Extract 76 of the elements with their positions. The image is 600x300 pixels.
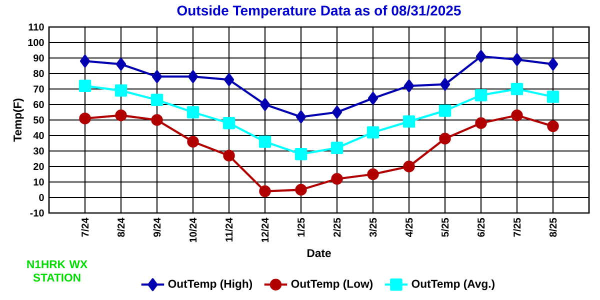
point (294, 148, 308, 160)
point (260, 98, 270, 111)
point (223, 150, 235, 162)
point (116, 58, 126, 71)
point (402, 115, 416, 128)
y-tick-label: 110 (28, 23, 44, 31)
x-tick-label: 12/24 (261, 218, 269, 242)
point (330, 142, 344, 154)
point (332, 106, 342, 119)
point (368, 92, 378, 105)
point (152, 70, 162, 84)
point (296, 110, 306, 124)
legend-label: OutTemp (Low) (291, 279, 373, 290)
y-axis-title: Temp(F) (13, 98, 24, 142)
point (295, 184, 307, 196)
point (150, 94, 164, 106)
point (115, 109, 127, 122)
y-tick-label: 50 (33, 116, 44, 124)
x-tick-label: 8/25 (549, 218, 557, 237)
point (367, 168, 379, 180)
point (439, 132, 451, 144)
y-tick-label: 10 (34, 178, 44, 186)
point (474, 89, 488, 102)
point (258, 136, 272, 148)
x-tick-label: 2/25 (333, 218, 341, 237)
point (259, 185, 271, 198)
y-tick-label: -10 (30, 209, 44, 217)
x-tick-label: 6/25 (477, 218, 485, 237)
y-tick-label: 60 (34, 100, 44, 108)
point (547, 120, 559, 132)
x-tick-label: 10/24 (189, 218, 197, 242)
point (187, 136, 199, 148)
point (438, 104, 452, 117)
x-tick-label: 8/24 (117, 218, 125, 237)
point (186, 106, 200, 118)
point (404, 79, 414, 92)
point (440, 78, 450, 91)
y-tick-label: 20 (34, 162, 44, 170)
point (80, 54, 90, 68)
point (510, 82, 524, 96)
y-tick-label: 70 (34, 85, 44, 93)
point (476, 50, 486, 63)
y-tick-label: 80 (33, 70, 44, 78)
point (475, 117, 487, 129)
point (188, 70, 198, 84)
x-tick-label: 9/24 (153, 218, 161, 237)
point (78, 80, 92, 92)
y-tick-label: 40 (33, 132, 44, 140)
x-axis-title: Date (307, 249, 331, 258)
y-tick-label: 0 (39, 194, 44, 202)
text: N1HRK WX STATION (27, 260, 88, 282)
x-tick-label: 5/25 (441, 218, 449, 237)
point (548, 58, 558, 71)
point (546, 90, 560, 103)
point (331, 173, 343, 185)
x-tick-label: 3/25 (369, 218, 377, 237)
point (79, 112, 91, 124)
x-tick-label: 1/25 (297, 218, 305, 237)
point (222, 116, 236, 130)
x-tick-label: 4/25 (405, 218, 413, 238)
x-tick-label: 7/24 (81, 218, 89, 237)
point (511, 109, 523, 122)
point (512, 53, 522, 66)
x-tick-label: 11/24 (225, 218, 233, 242)
point (403, 160, 415, 172)
point (366, 126, 380, 139)
legend-label: OutTemp (Avg.) (412, 279, 494, 290)
y-tick-label: 90 (34, 54, 44, 62)
y-tick-label: 30 (33, 147, 44, 155)
point (151, 114, 163, 126)
y-tick-label: 100 (28, 38, 44, 46)
legend-label: OutTemp (High) (168, 279, 252, 290)
point (224, 73, 234, 86)
chart-title: Outside Temperature Data as of 08/31/2025 (177, 5, 461, 18)
point (114, 84, 128, 97)
x-tick-label: 7/25 (513, 218, 521, 237)
